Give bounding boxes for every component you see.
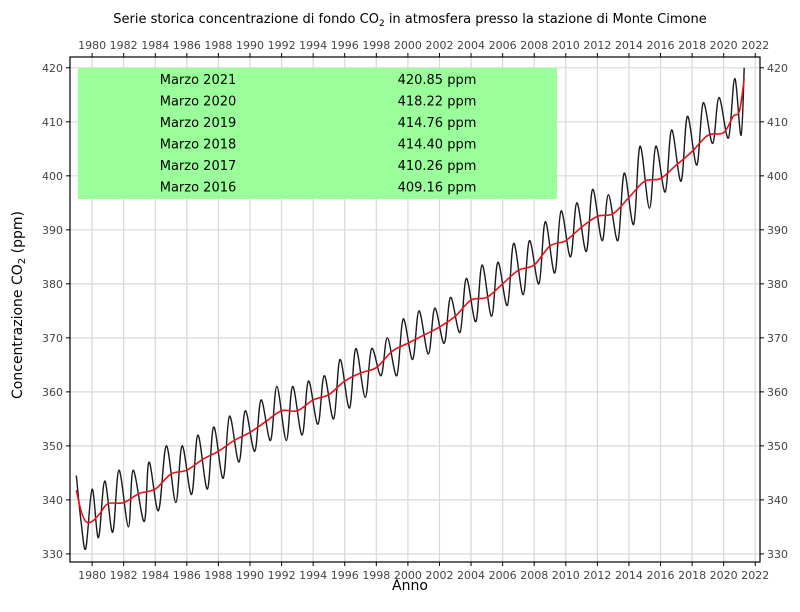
x-tick-label-bottom: 2004	[457, 569, 485, 582]
y-tick-label-right: 340	[767, 494, 788, 507]
table-value: 418.22 ppm	[398, 95, 477, 110]
x-tick-label-top: 1996	[331, 39, 359, 52]
chart-title: Serie storica concentrazione di fondo CO…	[113, 12, 706, 29]
x-tick-label-top: 1984	[141, 39, 169, 52]
y-tick-label-right: 370	[767, 332, 788, 345]
table-value: 409.16 ppm	[398, 181, 477, 196]
table-label: Marzo 2016	[160, 181, 237, 196]
plot-frame	[69, 56, 761, 563]
x-tick-label-bottom: 2016	[647, 569, 675, 582]
x-tick-label-bottom: 1990	[236, 569, 264, 582]
x-tick-label-bottom: 2018	[678, 569, 706, 582]
annotation-table: Marzo 2021 420.85 ppm Marzo 2020 418.22 ppm…	[78, 68, 557, 199]
x-tick-label-bottom: 2012	[583, 569, 611, 582]
table-value: 420.85 ppm	[398, 73, 477, 88]
y-tick-label-right: 390	[767, 224, 788, 237]
x-tick-label-bottom: 2020	[710, 569, 738, 582]
y-tick-label-left: 350	[42, 440, 63, 453]
x-tick-label-bottom: 2022	[741, 569, 769, 582]
x-tick-label-top: 2022	[741, 39, 769, 52]
x-tick-label-bottom: 1992	[268, 569, 296, 582]
series-group	[75, 67, 746, 551]
x-tick-label-bottom: 1994	[299, 569, 327, 582]
y-tick-label-left: 390	[42, 224, 63, 237]
x-tick-label-bottom: 2010	[552, 569, 580, 582]
x-tick-label-top: 2006	[489, 39, 517, 52]
x-tick-label-top: 1986	[173, 39, 201, 52]
x-tick-label-top: 2014	[615, 39, 643, 52]
y-tick-label-right: 330	[767, 548, 788, 561]
y-tick-label-left: 380	[42, 278, 63, 291]
y-tick-label-right: 410	[767, 116, 788, 129]
table-label: Marzo 2019	[160, 116, 237, 131]
x-tick-label-top: 1988	[204, 39, 232, 52]
y-tick-label-left: 370	[42, 332, 63, 345]
y-tick-label-left: 330	[42, 548, 63, 561]
x-tick-label-top: 1998	[362, 39, 390, 52]
table-value: 410.26 ppm	[398, 159, 477, 174]
table-label: Marzo 2020	[160, 95, 237, 110]
x-tick-label-top: 2004	[457, 39, 485, 52]
y-tick-label-left: 400	[42, 170, 63, 183]
x-tick-label-top: 1980	[78, 39, 106, 52]
x-tick-label-bottom: 2014	[615, 569, 643, 582]
x-tick-label-bottom: 1998	[362, 569, 390, 582]
x-tick-label-top: 1982	[110, 39, 138, 52]
x-tick-label-bottom: 1986	[173, 569, 201, 582]
x-tick-label-top: 2002	[425, 39, 453, 52]
y-tick-label-left: 360	[42, 386, 63, 399]
axis-ticks: 1980198019821982198419841986198619881988…	[42, 39, 788, 582]
y-tick-label-left: 410	[42, 116, 63, 129]
y-tick-label-right: 420	[767, 62, 788, 75]
x-axis-label: Anno	[392, 578, 428, 594]
x-tick-label-top: 2000	[394, 39, 422, 52]
x-tick-label-bottom: 2008	[520, 569, 548, 582]
table-value: 414.76 ppm	[398, 116, 477, 131]
table-label: Marzo 2017	[160, 159, 237, 174]
table-value: 414.40 ppm	[398, 138, 477, 153]
y-tick-label-right: 400	[767, 170, 788, 183]
y-tick-label-left: 420	[42, 62, 63, 75]
x-tick-label-bottom: 2000	[394, 569, 422, 582]
x-tick-label-bottom: 1988	[204, 569, 232, 582]
x-tick-label-top: 2016	[647, 39, 675, 52]
x-tick-label-bottom: 2006	[489, 569, 517, 582]
x-tick-label-top: 1990	[236, 39, 264, 52]
x-tick-label-bottom: 1980	[78, 569, 106, 582]
y-tick-label-right: 360	[767, 386, 788, 399]
x-tick-label-bottom: 1984	[141, 569, 169, 582]
table-background	[78, 68, 557, 199]
monthly-series-line	[75, 67, 745, 551]
x-tick-label-top: 1994	[299, 39, 327, 52]
x-tick-label-bottom: 2002	[425, 569, 453, 582]
x-tick-label-top: 1992	[268, 39, 296, 52]
x-tick-label-bottom: 1996	[331, 569, 359, 582]
table-label: Marzo 2018	[160, 138, 237, 153]
x-tick-label-top: 2010	[552, 39, 580, 52]
y-tick-label-right: 350	[767, 440, 788, 453]
y-axis-label: Concentrazione CO2 (ppm)	[10, 211, 28, 399]
table-label: Marzo 2021	[160, 73, 237, 88]
y-tick-label-left: 340	[42, 494, 63, 507]
trend-series-line	[75, 78, 746, 524]
y-tick-label-right: 380	[767, 278, 788, 291]
x-tick-label-bottom: 1982	[110, 569, 138, 582]
x-tick-label-top: 2012	[583, 39, 611, 52]
x-tick-label-top: 2020	[710, 39, 738, 52]
x-tick-label-top: 2018	[678, 39, 706, 52]
x-tick-label-top: 2008	[520, 39, 548, 52]
